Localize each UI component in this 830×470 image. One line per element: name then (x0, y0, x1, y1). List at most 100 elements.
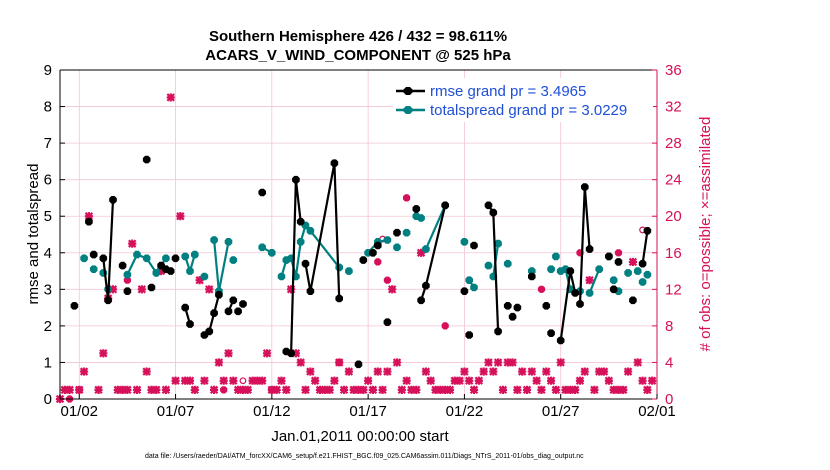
x-axis-label: Jan.01,2011 00:00:00 start (271, 428, 449, 445)
rmse-point-21 (229, 296, 238, 305)
obs-assimilated-marker-36 (238, 385, 248, 395)
obs-assimilated-marker-41 (262, 349, 272, 358)
obs-assimilated-marker-13 (128, 239, 137, 248)
obs-assimilated-marker-52 (315, 385, 325, 395)
right-tick-label-8: 32 (665, 99, 682, 116)
obs-assimilated-marker-59 (349, 385, 358, 395)
rmse-point-33 (354, 360, 363, 369)
obs-assimilated-marker-84 (469, 385, 479, 395)
obs-possible-marker-1 (239, 377, 247, 385)
obs-assimilated-marker-111 (599, 367, 609, 376)
totalspread-line-segment-5 (217, 241, 230, 292)
legend: rmse grand pr = 3.4965 totalspread grand… (393, 78, 653, 122)
obs-assimilated-marker-117 (628, 257, 638, 267)
obs-assimilated-marker-58 (344, 367, 354, 376)
right-y-ticks: 0 4 8 12 16 20 24 28 32 36 (652, 62, 682, 408)
obs-assimilated-marker-87 (484, 358, 493, 367)
rmse-point-55 (556, 336, 565, 345)
obs-assimilated-dot-3 (220, 386, 228, 394)
rmse-point-62 (609, 285, 618, 294)
rmse-point-40 (417, 296, 425, 305)
totalspread-point-16 (229, 256, 238, 264)
obs-assimilated-marker-24 (180, 376, 190, 385)
obs-assimilated-marker-95 (522, 385, 532, 395)
obs-assimilated-marker-97 (532, 376, 541, 385)
rmse-point-54 (547, 329, 555, 337)
obs-assimilated-marker-15 (137, 285, 147, 294)
obs-assimilated-marker-106 (575, 376, 585, 385)
obs-assimilated-marker-94 (518, 367, 527, 376)
rmse-point-63 (614, 258, 623, 266)
obs-assimilated-marker-40 (258, 376, 267, 385)
obs-assimilated-dot-7 (383, 276, 391, 284)
totalspread-point-42 (494, 239, 502, 248)
totalspread-point-18 (268, 249, 276, 257)
obs-assimilated-marker-53 (320, 385, 329, 395)
obs-assimilated-marker-118 (633, 358, 642, 367)
rmse-point-29 (301, 259, 310, 268)
obs-assimilated-marker-19 (156, 266, 166, 276)
obs-assimilated-marker-114 (614, 385, 623, 395)
obs-assimilated-marker-32 (219, 376, 228, 385)
left-tick-label-3: 3 (44, 281, 52, 298)
rmse-point-50 (508, 312, 517, 321)
legend-box (393, 78, 653, 122)
rmse-point-20 (224, 307, 233, 316)
obs-assimilated-dot-1 (75, 386, 83, 394)
obs-assimilated-marker-26 (190, 385, 199, 395)
rmse-point-15 (186, 320, 194, 328)
rmse-point-65 (638, 259, 647, 268)
rmse-point-4 (104, 296, 112, 305)
left-tick-label-5: 5 (44, 208, 52, 225)
totalspread-line-segment-4 (213, 239, 220, 292)
obs-assimilated-marker-101 (551, 385, 561, 395)
obs-assimilated-marker-43 (272, 385, 281, 395)
obs-assimilated-marker-4 (79, 367, 89, 376)
totalspread-point-11 (191, 250, 199, 259)
rmse-point-37 (383, 318, 392, 326)
obs-assimilated-marker-9 (108, 285, 118, 294)
rmse-point-2 (89, 250, 98, 259)
rmse-point-24 (258, 188, 266, 197)
x-tick-label-4: 01/22 (446, 403, 484, 420)
obs-assimilated-marker-62 (363, 376, 373, 385)
obs-assimilated-marker-102 (556, 358, 565, 367)
obs-assimilated-marker-82 (460, 367, 469, 376)
legend-spread-label: totalspread grand pr = 3.0229 (430, 102, 627, 119)
rmse-point-38 (393, 228, 401, 237)
rmse-point-66 (643, 227, 652, 235)
obs-assimilated-marker-71 (407, 385, 416, 395)
obs-assimilated-marker-54 (325, 385, 334, 395)
totalspread-point-7 (152, 269, 161, 277)
rmse-point-51 (513, 303, 522, 312)
obs-assimilated-marker-79 (445, 385, 455, 395)
rmse-point-56 (566, 267, 575, 275)
rmse-point-44 (465, 331, 473, 339)
x-tick-label-5: 01/27 (542, 403, 580, 420)
obs-assimilated-marker-88 (489, 367, 498, 376)
totalspread-point-58 (638, 278, 647, 286)
obs-assimilated-marker-121 (648, 376, 657, 385)
obs-assimilated-marker-107 (580, 367, 589, 376)
rmse-point-28 (296, 217, 305, 226)
obs-assimilated-marker-115 (619, 385, 628, 395)
obs-assimilated-marker-78 (440, 385, 450, 395)
obs-assimilated-dot-5 (335, 358, 343, 366)
left-tick-label-9: 9 (44, 62, 52, 79)
left-tick-label-8: 8 (44, 99, 52, 116)
obs-assimilated-marker-27 (195, 276, 204, 285)
totalspread-point-40 (484, 261, 493, 270)
obs-assimilated-marker-33 (224, 349, 233, 358)
totalspread-line-segment-16 (588, 268, 601, 294)
rmse-point-13 (171, 254, 180, 263)
obs-assimilated-marker-22 (171, 376, 180, 385)
rmse-point-43 (460, 287, 469, 295)
rmse-point-6 (118, 261, 127, 270)
rmse-point-5 (109, 196, 117, 204)
totalspread-point-8 (162, 254, 170, 263)
obs-assimilated-marker-99 (542, 367, 551, 376)
obs-assimilated-marker-113 (609, 385, 618, 395)
totalspread-point-32 (402, 228, 411, 237)
rmse-point-0 (70, 302, 79, 310)
obs-assimilated-marker-93 (513, 385, 522, 395)
